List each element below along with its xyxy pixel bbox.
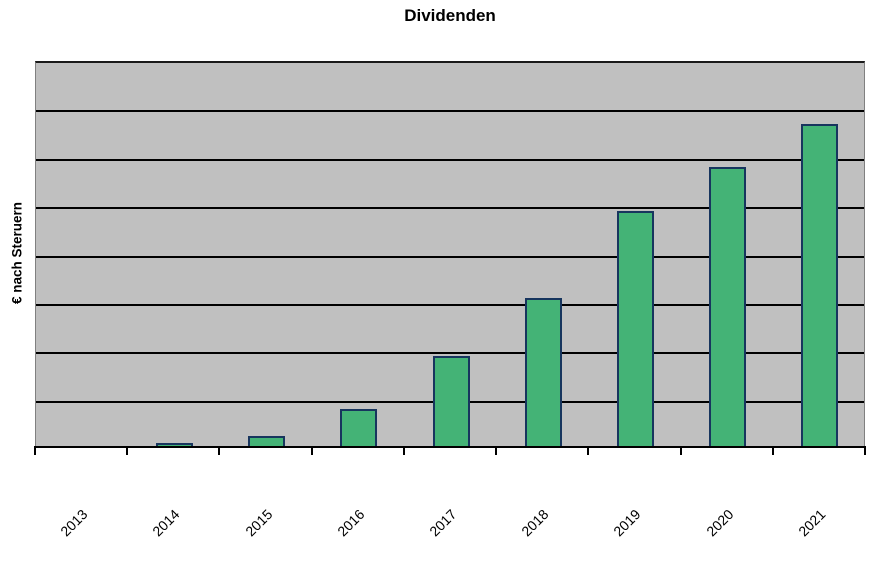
x-axis-tick — [126, 448, 128, 455]
bar-2017 — [433, 356, 470, 448]
x-axis-tick — [680, 448, 682, 455]
x-axis-tick — [864, 448, 866, 455]
x-tick-label-2018: 2018 — [517, 506, 552, 540]
x-tick-label-2021: 2021 — [794, 506, 829, 540]
x-tick-label-2019: 2019 — [609, 506, 644, 540]
chart-title: Dividenden — [404, 6, 496, 25]
bar-2016 — [340, 409, 377, 448]
x-axis-tick — [495, 448, 497, 455]
x-tick-label-2017: 2017 — [425, 506, 460, 540]
x-axis-line — [34, 446, 866, 448]
x-axis-tick — [772, 448, 774, 455]
y-axis-title: € nach Steruern — [9, 201, 25, 305]
bar-2021 — [801, 124, 838, 448]
x-axis-tick — [218, 448, 220, 455]
gridline — [36, 352, 864, 354]
x-tick-label-2020: 2020 — [702, 506, 737, 540]
x-tick-label-2016: 2016 — [333, 506, 368, 540]
x-axis-tick — [34, 448, 36, 455]
x-tick-label-2013: 2013 — [56, 506, 91, 540]
plot-area — [35, 61, 865, 448]
bar-2020 — [709, 167, 746, 448]
bar-2019 — [617, 211, 654, 448]
x-tick-label-2014: 2014 — [148, 506, 183, 540]
x-axis-tick — [311, 448, 313, 455]
gridline — [36, 110, 864, 112]
x-axis-tick — [587, 448, 589, 455]
x-axis-tick — [403, 448, 405, 455]
gridline — [36, 159, 864, 161]
gridline — [36, 207, 864, 209]
gridline — [36, 256, 864, 258]
bar-2018 — [525, 298, 562, 448]
gridline — [36, 304, 864, 306]
x-tick-label-2015: 2015 — [241, 506, 276, 540]
